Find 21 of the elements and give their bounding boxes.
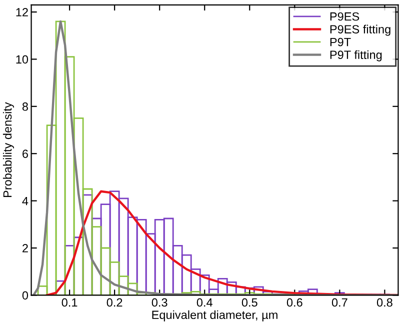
x-tick-label: 0.5	[242, 298, 258, 307]
legend-label: P9T fitting	[330, 50, 382, 62]
y-tick-label: 4	[22, 196, 28, 206]
y-tick-label: 2	[22, 244, 28, 252]
y-tick-label: 12	[16, 8, 28, 16]
legend-label: P9ES fitting	[330, 24, 390, 36]
x-tick-label: 0.2	[106, 298, 122, 307]
y-tick-label: 8	[22, 102, 28, 111]
legend-label: P9T	[330, 38, 351, 46]
x-tick-label: 0.6	[286, 298, 302, 307]
x-tick-label: 0.3	[152, 298, 168, 307]
x-tick-label: 0.1	[62, 298, 78, 307]
x-tick-label: 0.7	[332, 298, 348, 307]
x-tick-label: 0.4	[196, 298, 212, 307]
legend-label: P9ES	[330, 12, 360, 21]
x-tick-label: 0.8	[376, 298, 392, 307]
x-axis-title: Equivalent diameter, µm	[152, 310, 278, 322]
y-tick-label: 10	[16, 55, 28, 64]
y-axis-title: Probability density	[2, 102, 14, 197]
y-tick-label: 0	[22, 291, 28, 300]
y-tick-label: 6	[22, 150, 28, 158]
